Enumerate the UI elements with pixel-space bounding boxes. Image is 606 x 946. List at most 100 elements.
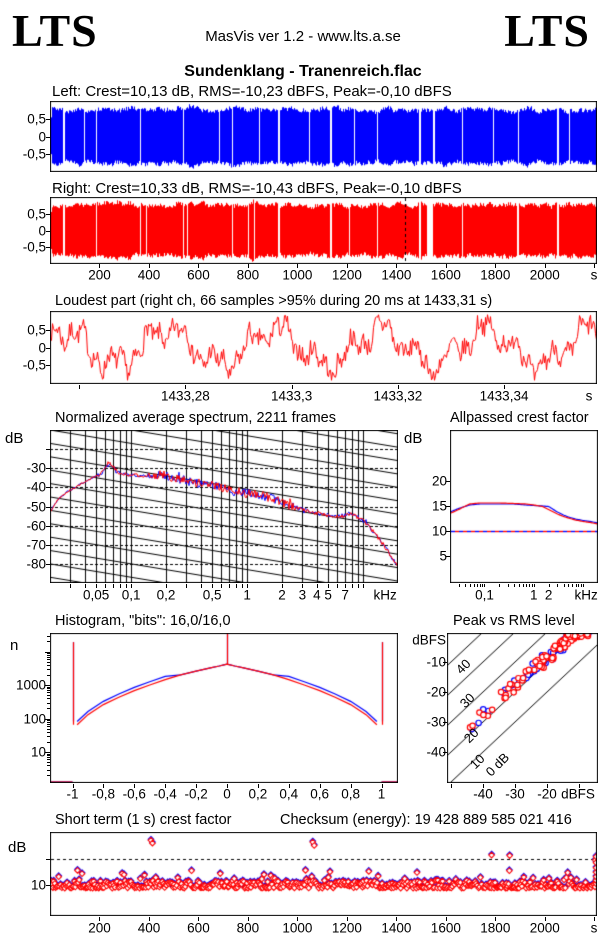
lts-logo-right: LTS [504, 5, 590, 56]
leftwave-y-axis-label: 0 [38, 129, 46, 144]
spectrum-y-axis-label: -60 [26, 518, 46, 534]
right-channel-stats: Right: Crest=10,33 dB, RMS=-10,43 dBFS, … [52, 180, 462, 197]
allpassed-x-axis-tick [469, 584, 471, 587]
spectrum-x-axis-tick [337, 584, 339, 588]
peakrms-x-axis-label: dBFS [561, 786, 595, 802]
allpassed-x-axis-tick [531, 584, 533, 587]
allpassed-x-axis-tick [568, 584, 570, 587]
allpassed-x-axis-tick [548, 584, 550, 587]
time-axis-label: 1000 [282, 267, 313, 283]
shortterm-x-axis-tick [297, 917, 299, 921]
spectrum-x-axis-label: 1 [243, 587, 251, 603]
loudest-axis-tick [504, 385, 506, 389]
spectrum-x-axis-tick [84, 584, 86, 588]
peakrms-x-axis-label: -20 [537, 786, 557, 802]
spectrum-x-axis-label: 0,1 [121, 587, 141, 603]
allpassed-x-axis-tick [526, 584, 528, 587]
shortterm-x-axis-label: 800 [236, 920, 260, 936]
histogram-x-axis-tick [165, 784, 167, 788]
spectrum-x-axis-tick [105, 584, 107, 588]
checksum-text: Checksum (energy): 19 428 889 585 021 41… [280, 812, 572, 828]
allpassed-x-axis-tick [522, 584, 524, 587]
histogram-x-axis-tick [72, 784, 74, 788]
allpassed-y-axis-label: 20 [431, 473, 447, 489]
peakrms-x-axis-tick [451, 784, 452, 788]
loudest-y-axis-label: -0,5 [22, 357, 46, 373]
allpassed-x-axis-tick [458, 584, 460, 587]
spectrum-x-axis-tick [200, 584, 202, 588]
allpassed-x-axis-tick [476, 584, 478, 587]
allpassed-x-axis-tick [514, 584, 516, 587]
histogram-y-axis-label: 1000 [15, 677, 46, 693]
allpassed-x-axis-tick [473, 584, 475, 587]
spectrum-x-axis-label: 4 [313, 587, 321, 603]
time-axis-tick [198, 264, 200, 268]
loudest-axis-label: 1433,34 [479, 388, 529, 404]
spectrum-x-axis-label: 0,05 [83, 587, 110, 603]
spectrum-x-axis-tick [131, 584, 133, 588]
lts-logo-left: LTS [12, 5, 98, 56]
loudest-y-axis-label: 0 [38, 340, 46, 355]
allpassed-x-axis-tick [508, 584, 510, 587]
app-version-text: MasVis ver 1.2 - www.lts.a.se [205, 28, 401, 45]
loudest-axis-label: 1433,32 [373, 388, 423, 404]
spectrum-x-axis-tick [351, 584, 353, 588]
allpassed-x-axis-tick [479, 584, 481, 587]
histogram-x-axis-label: 1 [377, 786, 386, 802]
allpassed-x-axis-tick [499, 584, 501, 587]
peakrms-x-axis-label: -40 [473, 786, 493, 802]
histogram-x-axis-tick [134, 784, 136, 788]
peakrms-x-axis-tick [515, 784, 516, 788]
shortterm-x-axis-label: 1400 [381, 920, 412, 936]
histogram-x-axis-label: 0,6 [310, 786, 330, 802]
allpassed-x-axis-tick [529, 584, 531, 587]
spectrum-x-axis-label: 2 [278, 587, 286, 603]
loudest-axis-tick [185, 385, 187, 389]
allpassed-y-axis-label: 5 [439, 548, 447, 564]
spectrum-x-axis-tick [328, 584, 330, 588]
shortterm-x-axis-label: 1000 [282, 920, 313, 936]
spectrum-x-axis-tick [229, 584, 231, 588]
histogram-x-axis-tick [350, 784, 352, 788]
histogram-title: Histogram, "bits": 16,0/16,0 [55, 613, 231, 629]
histogram-x-axis-label: 0,8 [341, 786, 360, 802]
spectrum-ylabel: dB [5, 430, 24, 447]
rightwave-y-axis-label: 0,5 [27, 206, 46, 222]
histogram-y-axis-label: 100 [23, 711, 46, 726]
time-axis-label: 1200 [331, 267, 362, 283]
allpassed-ylabel: dB [404, 430, 423, 447]
short-term-ylabel: dB [8, 839, 27, 856]
shortterm-x-axis-label: 200 [88, 920, 111, 936]
spectrum-plot [50, 430, 398, 583]
spectrum-x-axis-label: 0,5 [202, 587, 222, 603]
spectrum-x-axis-label: kHz [373, 587, 397, 603]
shortterm-x-axis-tick [198, 917, 200, 921]
allpassed-x-axis-tick [464, 584, 466, 587]
time-axis-tick [247, 264, 249, 268]
histogram-x-axis-label: -1 [66, 786, 79, 802]
shortterm-x-axis-label: 1600 [430, 920, 461, 936]
time-axis-label: 2000 [529, 267, 560, 283]
histogram-plot [50, 633, 398, 783]
peakrms-x-axis-tick [483, 784, 484, 788]
allpassed-y-axis-label: 10 [431, 523, 447, 539]
spectrum-y-axis-label: -30 [26, 460, 46, 476]
histogram-x-axis-tick [227, 784, 228, 788]
histogram-x-axis-label: -0,2 [184, 786, 208, 802]
loudest-part-title: Loudest part (right ch, 66 samples >95% … [55, 293, 493, 309]
time-axis-tick [99, 264, 101, 268]
time-axis-tick [346, 264, 348, 268]
time-axis-label: 400 [137, 267, 161, 283]
shortterm-x-axis-label: 400 [137, 920, 161, 936]
spectrum-x-axis-tick [345, 584, 347, 588]
histogram-x-axis-label: -0,8 [91, 786, 116, 802]
allpassed-x-axis-tick [482, 584, 484, 587]
shortterm-x-axis-tick [247, 917, 249, 921]
loudest-axis-label: s [585, 388, 593, 404]
peakrms-y-axis-label: -30 [426, 714, 446, 730]
spectrum-x-axis-label: 5 [324, 587, 332, 603]
shortterm-x-axis-tick [148, 917, 150, 921]
histogram-y-axis-label: 10 [30, 744, 46, 760]
rightwave-y-axis-label: -0,5 [22, 239, 46, 255]
loudest-axis-label: 1433,3 [270, 388, 313, 404]
